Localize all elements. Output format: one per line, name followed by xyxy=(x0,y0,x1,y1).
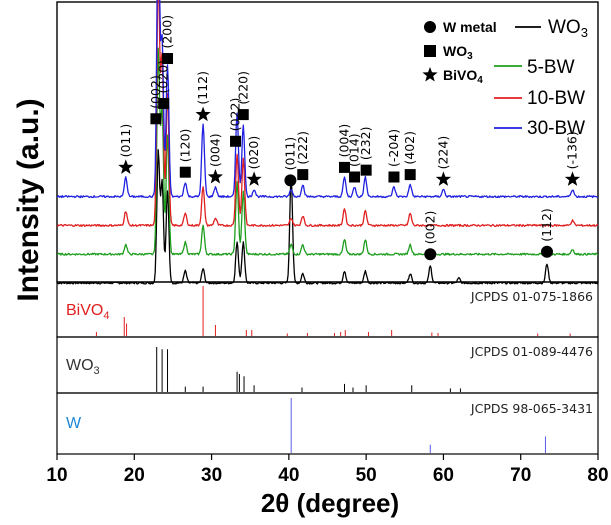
square-marker-8 xyxy=(237,109,249,121)
star-marker-6 xyxy=(207,169,223,184)
square-marker-16 xyxy=(404,169,416,181)
circle-marker-10 xyxy=(284,174,297,187)
hkl-label-16: (402) xyxy=(402,131,417,165)
square-marker-3 xyxy=(162,53,174,65)
5bw-legend-label: 5-BW xyxy=(527,57,575,78)
hkl-label-11: (222) xyxy=(295,131,310,165)
wo3-panel-label: WO3 xyxy=(66,357,100,377)
star-marker-legend-icon xyxy=(422,67,438,82)
hkl-label-13: (014) xyxy=(347,133,362,167)
30bw-legend-label: 30-BW xyxy=(527,118,585,139)
star-marker-5 xyxy=(195,106,211,122)
square-marker-11 xyxy=(297,169,309,181)
x-axis-title: 2θ (degree) xyxy=(261,488,399,518)
bivo4-panel-label: BiVO4 xyxy=(66,302,109,322)
star-marker-18 xyxy=(564,171,581,186)
square-marker-14 xyxy=(360,164,372,176)
trace-wo xyxy=(56,149,599,285)
wo3-jcpds-label: JCPDS 01-089-4476 xyxy=(470,344,593,359)
square-marker-7 xyxy=(230,135,242,147)
phase-markers: (011) (002) (020) (200) (120) (112) (004) (022)… xyxy=(118,15,581,261)
hkl-label-14: (232) xyxy=(358,127,373,161)
circle-marker-legend-icon xyxy=(424,21,436,33)
hkl-label-5: (112) xyxy=(195,71,210,105)
x-tick-label-30: 30 xyxy=(201,465,222,486)
hkl-label-15: (-204) xyxy=(386,129,401,167)
x-tick-label-40: 40 xyxy=(278,465,299,486)
hkl-label-6: (004) xyxy=(207,133,222,167)
square-marker-2 xyxy=(158,98,170,110)
circle-marker-20 xyxy=(540,245,553,258)
star-marker-0 xyxy=(118,159,134,174)
star-marker-17 xyxy=(435,171,451,186)
hkl-label-12: (004) xyxy=(337,124,352,158)
bivo4-jcpds-label: JCPDS 01-075-1866 xyxy=(470,289,593,304)
trace-30bw xyxy=(56,0,599,199)
wo3-series-legend-label: WO3 xyxy=(548,17,588,40)
x-tick-label-50: 50 xyxy=(356,465,377,486)
square-marker-13 xyxy=(349,171,361,183)
w-reference-panel xyxy=(56,392,599,455)
chart-legend: W metal WO3 BiVO4 WO3 5-BW 10-BW 30-BW xyxy=(422,17,588,139)
reference-lines xyxy=(95,286,571,453)
hkl-label-19: (002) xyxy=(422,211,437,245)
x-tick-label-70: 70 xyxy=(510,465,531,486)
w-jcpds-label: JCPDS 98-065-3431 xyxy=(470,401,593,416)
hkl-label-10: (011) xyxy=(282,137,297,171)
hkl-label-3: (200) xyxy=(160,15,175,49)
hkl-label-20: (112) xyxy=(539,208,554,242)
diffraction-traces xyxy=(56,0,599,285)
x-axis-ticks: 10 20 30 40 50 60 70 80 xyxy=(46,454,609,486)
hkl-label-0: (011) xyxy=(118,124,133,158)
square-marker-1 xyxy=(150,113,162,125)
x-tick-label-20: 20 xyxy=(124,465,145,486)
hkl-label-7: (022) xyxy=(228,98,243,132)
w-metal-legend-label: W metal xyxy=(443,19,497,35)
wo3-marker-legend-label: WO3 xyxy=(443,43,473,62)
star-marker-9 xyxy=(246,171,262,186)
bivo4-marker-legend-label: BiVO4 xyxy=(443,67,483,86)
x-tick-label-60: 60 xyxy=(433,465,454,486)
trace-5bw xyxy=(56,47,599,256)
hkl-label-8: (220) xyxy=(235,71,250,105)
10bw-legend-label: 10-BW xyxy=(527,88,585,109)
x-tick-label-10: 10 xyxy=(46,465,67,486)
trace-10bw xyxy=(56,0,599,228)
hkl-label-9: (020) xyxy=(246,136,261,170)
square-marker-12 xyxy=(339,161,351,173)
hkl-label-4: (120) xyxy=(177,129,192,163)
main-plot-frame xyxy=(56,1,599,283)
y-axis-title: Intensity (a.u.) xyxy=(12,98,45,301)
circle-marker-19 xyxy=(424,248,437,261)
x-tick-label-80: 80 xyxy=(587,465,608,486)
square-marker-4 xyxy=(179,166,191,178)
hkl-label-18: (-136) xyxy=(564,131,579,169)
square-marker-15 xyxy=(388,171,400,183)
square-marker-legend-icon xyxy=(424,45,436,57)
hkl-label-2: (020) xyxy=(156,60,171,94)
w-panel-label: W xyxy=(66,415,82,432)
hkl-label-17: (224) xyxy=(435,136,450,170)
